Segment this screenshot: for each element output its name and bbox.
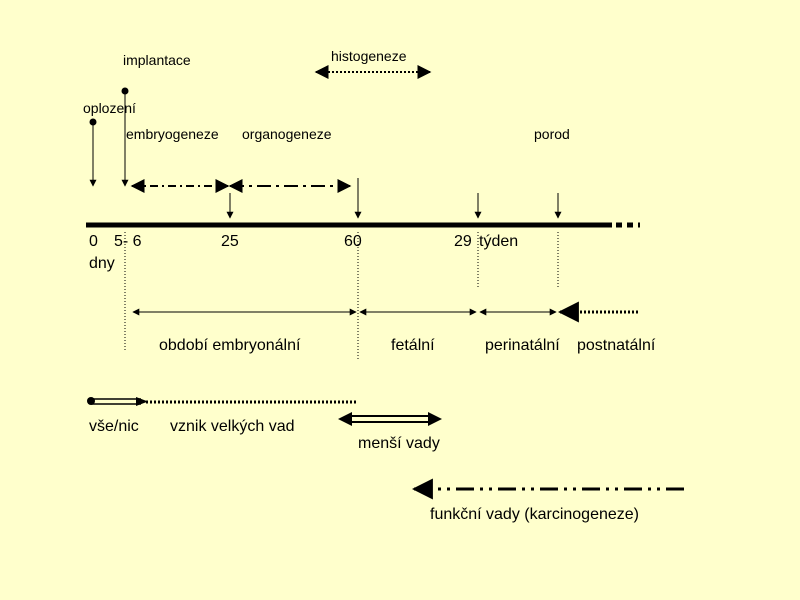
- label-obdobi-embryonalni: období embryonální: [159, 337, 301, 354]
- tick-25: 25: [221, 233, 239, 250]
- label-vse-nic: vše/nic: [89, 418, 139, 435]
- label-perinatalni: perinatální: [485, 337, 560, 354]
- label-postnatalni: postnatální: [577, 337, 656, 354]
- tick-29: 29: [454, 233, 472, 250]
- label-mensi-vady: menší vady: [358, 435, 440, 452]
- label-oplozeni: oplození: [83, 100, 136, 116]
- label-histogeneze: histogeneze: [331, 48, 407, 64]
- tick-5-6: 5- 6: [114, 233, 142, 250]
- label-implantace: implantace: [123, 52, 191, 68]
- label-fetalni: fetální: [391, 337, 435, 354]
- label-embryogeneze: embryogeneze: [126, 126, 219, 142]
- mensi-vady-arrowhead-right: [428, 412, 442, 426]
- label-funkcni-vady: funkční vady (karcinogeneze): [430, 506, 639, 523]
- tick-unit-dny: dny: [89, 255, 115, 272]
- label-vznik-velkych-vad: vznik velkých vad: [170, 418, 295, 435]
- label-porod: porod: [534, 126, 570, 142]
- mensi-vady-arrowhead-left: [338, 412, 352, 426]
- vse-nic-arrowhead: [136, 397, 148, 406]
- tick-unit-tyden: týden: [479, 233, 519, 250]
- label-organogeneze: organogeneze: [242, 126, 332, 142]
- tick-0: 0: [89, 233, 98, 250]
- tick-60: 60: [344, 233, 362, 250]
